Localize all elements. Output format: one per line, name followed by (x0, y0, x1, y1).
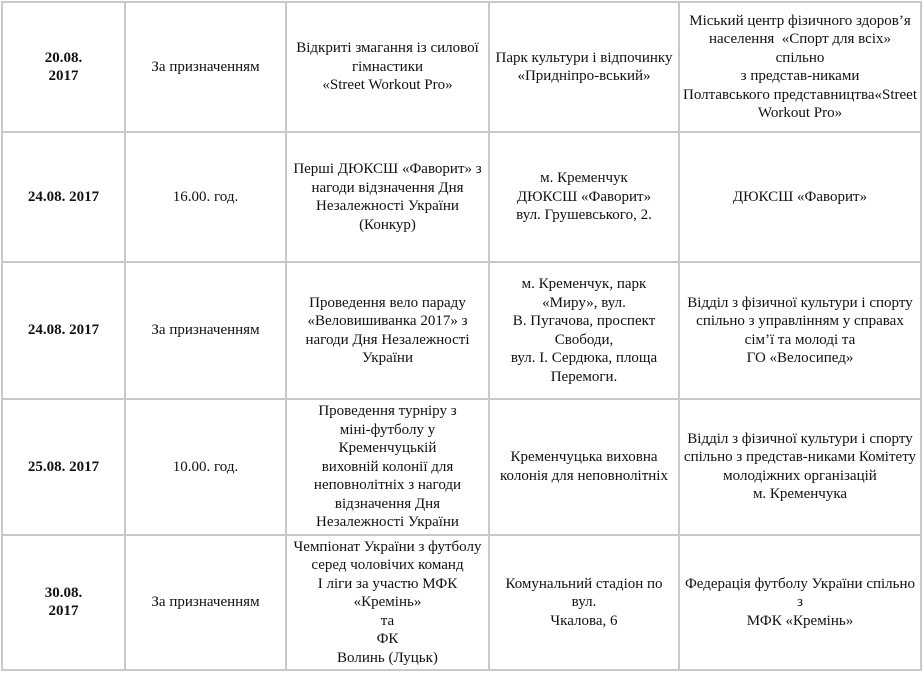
cell-organizer: ДЮКСШ «Фаворит» (678, 131, 922, 263)
cell-date: 24.08. 2017 (1, 131, 126, 263)
cell-date: 20.08. 2017 (1, 1, 126, 133)
cell-date: 25.08. 2017 (1, 398, 126, 536)
cell-time: 10.00. год. (124, 398, 287, 536)
table-row: 30.08. 2017 За призначенням Чемпіонат Ук… (1, 533, 922, 671)
cell-location: Комунальний стадіон по вул. Чкалова, 6 (488, 533, 680, 671)
cell-event: Чемпіонат України з футболу серед чолові… (285, 533, 490, 671)
cell-time: За призначенням (124, 261, 287, 400)
cell-date: 30.08. 2017 (1, 533, 126, 671)
cell-event: Проведення турніру з міні-футболу у Крем… (285, 398, 490, 536)
cell-event: Відкриті змагання із силової гімнастики … (285, 1, 490, 133)
cell-time: За призначенням (124, 1, 287, 133)
cell-time: За призначенням (124, 533, 287, 671)
table-row: 24.08. 2017 16.00. год. Перші ДЮКСШ «Фав… (1, 131, 922, 263)
cell-event: Перші ДЮКСШ «Фаворит» з нагоди відзначен… (285, 131, 490, 263)
cell-location: Кременчуцька виховна колонія для неповно… (488, 398, 680, 536)
cell-organizer: Відділ з фізичної культури і спорту спіл… (678, 261, 922, 400)
cell-location: Парк культури і відпочинку «Придніпро-вс… (488, 1, 680, 133)
cell-organizer: Міський центр фізичного здоров’я населен… (678, 1, 922, 133)
table-row: 25.08. 2017 10.00. год. Проведення турні… (1, 398, 922, 536)
cell-event: Проведення вело параду «Веловишиванка 20… (285, 261, 490, 400)
cell-location: м. Кременчук ДЮКСШ «Фаворит» вул. Грушев… (488, 131, 680, 263)
table-row: 24.08. 2017 За призначенням Проведення в… (1, 261, 922, 400)
cell-organizer: Відділ з фізичної культури і спорту спіл… (678, 398, 922, 536)
table-row: 20.08. 2017 За призначенням Відкриті зма… (1, 1, 922, 133)
cell-time: 16.00. год. (124, 131, 287, 263)
cell-date: 24.08. 2017 (1, 261, 126, 400)
cell-organizer: Федерація футболу України спільно з МФК … (678, 533, 922, 671)
cell-location: м. Кременчук, парк «Миру», вул. В. Пугач… (488, 261, 680, 400)
